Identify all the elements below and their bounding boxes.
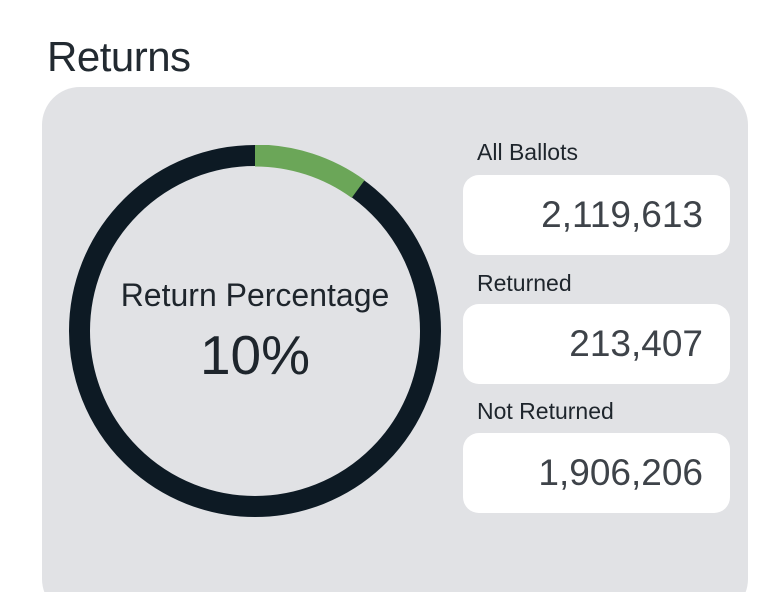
- donut-slice-returned[interactable]: [254, 145, 365, 199]
- donut-center-label: Return Percentage: [120, 277, 390, 313]
- donut-chart-svg: [69, 145, 441, 517]
- stat-box-all-ballots: 2,119,613: [463, 175, 730, 255]
- stat-value-all-ballots: 2,119,613: [541, 194, 703, 235]
- stat-label-returned: Returned: [477, 270, 572, 296]
- return-percentage-donut: Return Percentage 10%: [69, 145, 441, 517]
- donut-center-value: 10%: [199, 324, 311, 386]
- stat-value-not-returned: 1,906,206: [538, 452, 703, 493]
- returns-card: Return Percentage 10% All Ballots 2,119,…: [42, 87, 748, 592]
- stat-box-returned: 213,407: [463, 304, 730, 384]
- stat-label-all-ballots: All Ballots: [477, 139, 578, 165]
- stat-label-not-returned: Not Returned: [477, 398, 614, 424]
- stat-value-returned: 213,407: [569, 323, 703, 364]
- stat-box-not-returned: 1,906,206: [463, 433, 730, 513]
- page-title: Returns: [47, 33, 191, 80]
